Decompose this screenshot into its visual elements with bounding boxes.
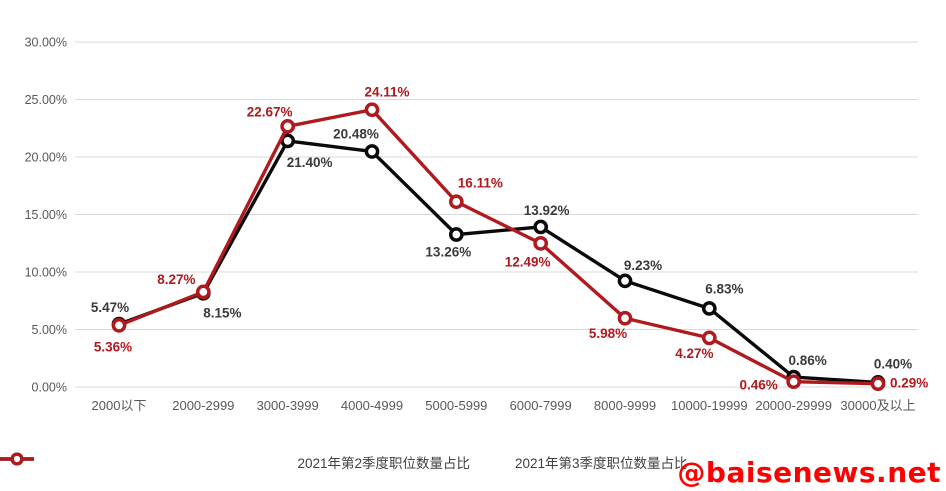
x-axis-category-label: 3000-3999 bbox=[257, 398, 319, 413]
data-point-marker[interactable] bbox=[617, 310, 633, 326]
legend-item-q2-2021[interactable]: 2021年第2季度职位数量占比 bbox=[0, 452, 470, 472]
x-axis-category-label: 6000-7999 bbox=[510, 398, 572, 413]
y-axis-tick-label: 5.00% bbox=[32, 323, 67, 337]
x-axis-category-label: 30000及以上 bbox=[840, 398, 915, 413]
data-point-marker[interactable] bbox=[701, 330, 717, 346]
x-axis-category-label: 20000-29999 bbox=[755, 398, 832, 413]
data-point-marker[interactable] bbox=[617, 273, 633, 289]
line-chart-plot: 30.00% 25.00% 20.00% 15.00% 10.00% 5.00% 0.00%… bbox=[25, 36, 929, 414]
legend-item-q3-2021[interactable]: 2021年第3季度职位数量占比 bbox=[0, 452, 688, 472]
y-axis-tick-label: 10.00% bbox=[25, 266, 67, 280]
data-point-label: 16.11% bbox=[458, 176, 503, 191]
data-point-label: 12.49% bbox=[505, 254, 551, 269]
data-point-label: 0.40% bbox=[874, 356, 912, 371]
data-point-marker[interactable] bbox=[533, 219, 549, 235]
data-point-label: 4.27% bbox=[675, 346, 713, 361]
watermark: @baisenews.net bbox=[677, 456, 941, 489]
data-point-marker[interactable] bbox=[280, 118, 296, 134]
y-axis-tick-label: 30.00% bbox=[25, 36, 67, 50]
data-point-label: 13.26% bbox=[425, 245, 471, 260]
x-axis-category-label: 2000以下 bbox=[92, 398, 147, 413]
q3-series-line-marker-icon bbox=[0, 452, 510, 469]
data-point-marker[interactable] bbox=[786, 374, 802, 390]
data-point-label: 20.48% bbox=[333, 126, 379, 141]
data-point-marker[interactable] bbox=[870, 376, 886, 392]
data-point-marker[interactable] bbox=[364, 102, 380, 118]
data-point-label: 13.92% bbox=[524, 203, 570, 218]
data-point-label: 22.67% bbox=[247, 104, 293, 119]
data-point-marker[interactable] bbox=[195, 284, 211, 300]
q2-series-line-marker-icon bbox=[0, 452, 292, 469]
y-axis-tick-label: 0.00% bbox=[32, 381, 67, 395]
data-point-label: 8.27% bbox=[157, 272, 195, 287]
data-point-label: 24.11% bbox=[364, 85, 409, 100]
x-axis-category-label: 4000-4999 bbox=[341, 398, 403, 413]
data-point-label: 0.86% bbox=[789, 353, 827, 368]
data-point-label: 21.40% bbox=[287, 155, 333, 170]
data-point-marker[interactable] bbox=[111, 318, 127, 333]
data-point-label: 5.98% bbox=[589, 326, 627, 341]
x-axis-category-label: 5000-5999 bbox=[425, 398, 487, 413]
data-point-label: 9.23% bbox=[624, 258, 662, 273]
data-point-label: 5.47% bbox=[91, 300, 129, 315]
legend-label-q3-2021: 2021年第3季度职位数量占比 bbox=[515, 456, 688, 471]
y-axis-tick-label: 20.00% bbox=[25, 151, 67, 165]
data-point-label: 8.15% bbox=[203, 305, 241, 320]
series-line-1 bbox=[117, 108, 880, 386]
data-point-label: 0.46% bbox=[740, 378, 778, 393]
x-axis-category-label: 10000-19999 bbox=[671, 398, 748, 413]
data-point-marker[interactable] bbox=[364, 144, 380, 159]
series-line-0 bbox=[117, 139, 880, 385]
data-point-marker[interactable] bbox=[448, 194, 464, 210]
data-point-marker[interactable] bbox=[533, 236, 549, 251]
data-point-label: 0.29% bbox=[890, 376, 928, 391]
data-point-label: 5.36% bbox=[94, 339, 132, 354]
x-axis-category-label: 2000-2999 bbox=[172, 398, 234, 413]
x-axis-category-label: 8000-9999 bbox=[594, 398, 656, 413]
data-point-marker[interactable] bbox=[448, 227, 464, 242]
legend: 2021年第2季度职位数量占比 2021年第3季度职位数量占比 bbox=[0, 452, 946, 472]
data-point-marker[interactable] bbox=[701, 301, 717, 316]
legend-label-q2-2021: 2021年第2季度职位数量占比 bbox=[297, 456, 470, 471]
y-axis-tick-label: 25.00% bbox=[25, 93, 67, 107]
data-point-label: 6.83% bbox=[705, 281, 743, 296]
y-axis-tick-label: 15.00% bbox=[25, 208, 67, 222]
